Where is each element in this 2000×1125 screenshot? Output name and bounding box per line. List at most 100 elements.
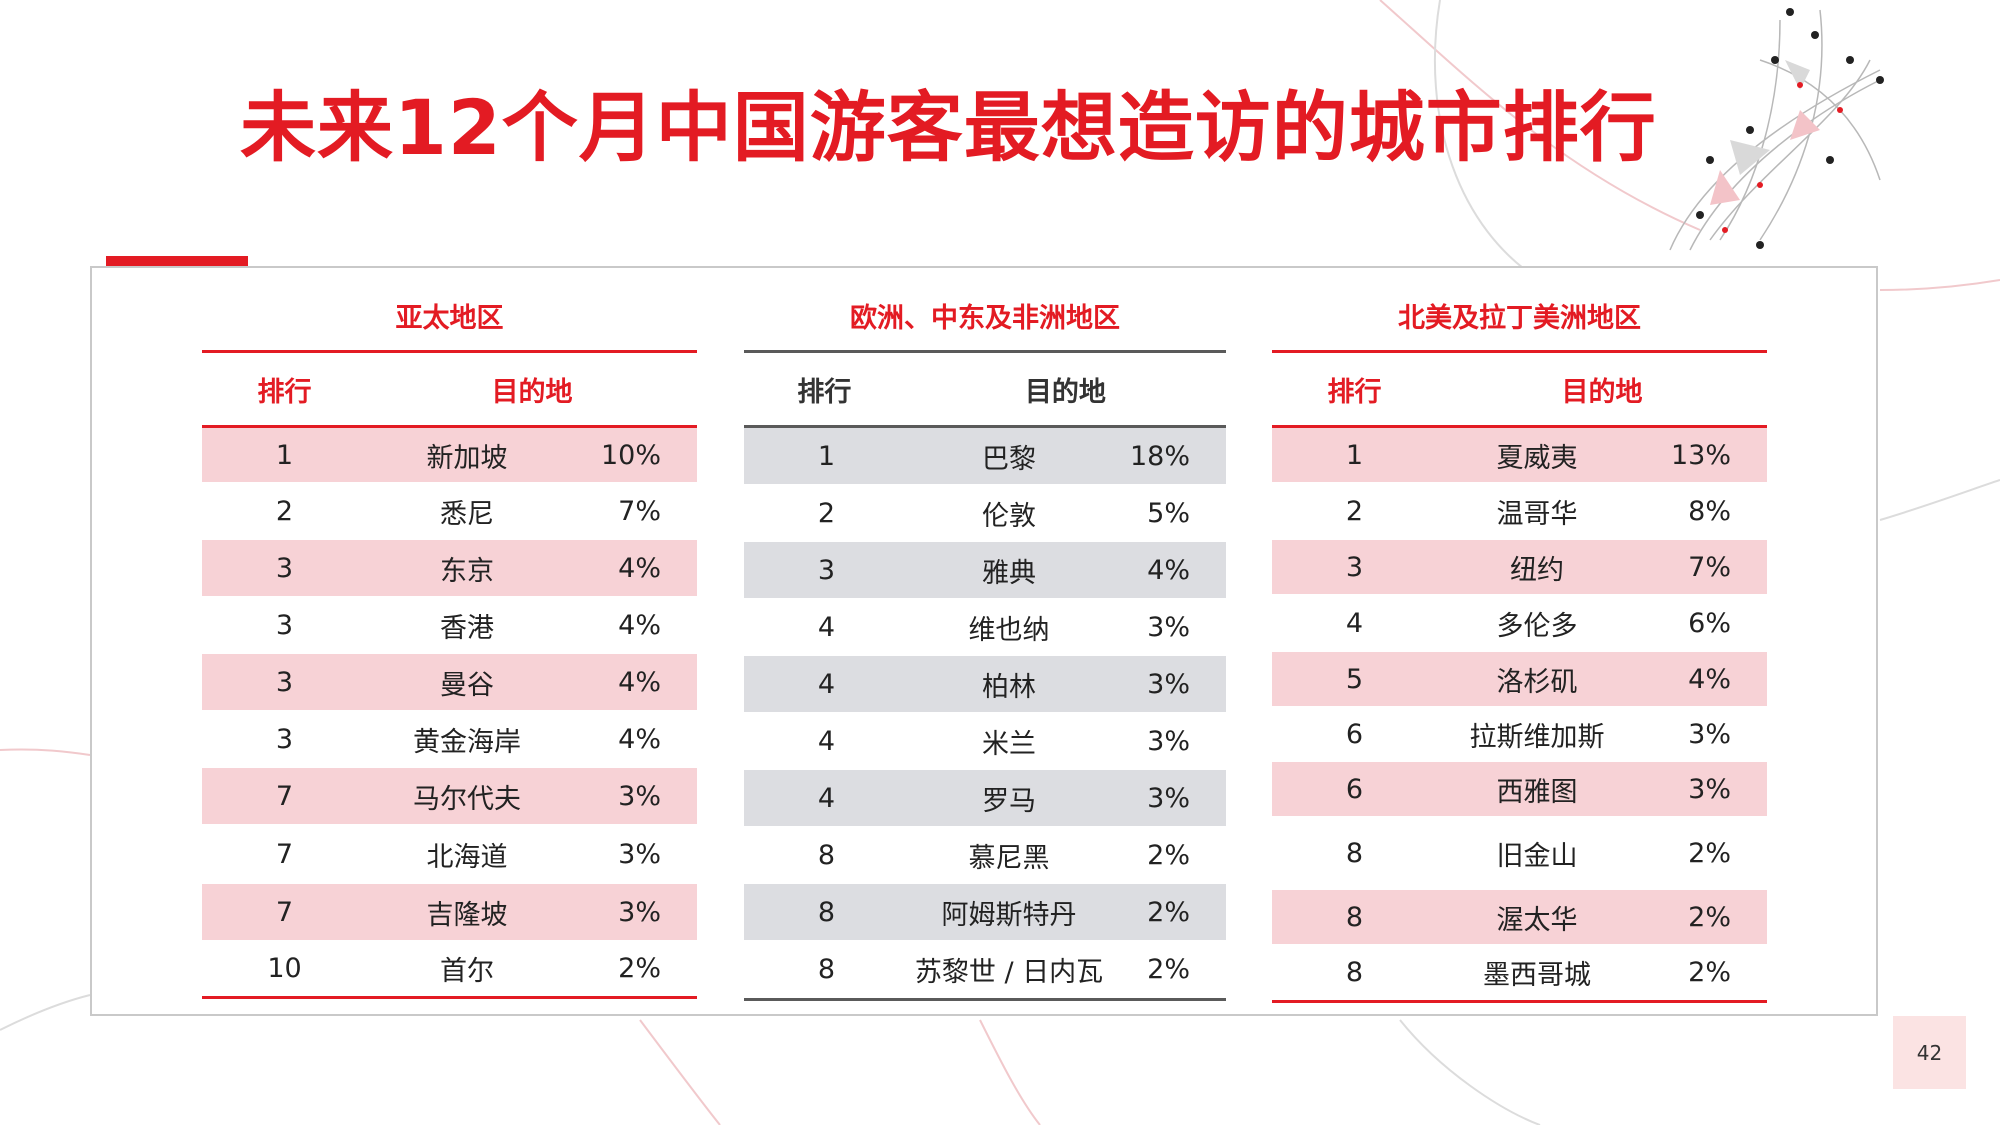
- table-row: 10 首尔 2%: [202, 940, 697, 996]
- rank-cell: 7: [275, 780, 294, 812]
- destination-cell: 曼谷: [440, 669, 494, 701]
- table-row: 6 拉斯维加斯 3%: [1272, 706, 1767, 762]
- destination-cell: 纽约: [1510, 554, 1564, 586]
- percent-cell: 3%: [1147, 611, 1190, 643]
- rank-cell: 8: [1345, 837, 1364, 869]
- rank-cell: 8: [817, 953, 836, 985]
- rank-cell: 3: [275, 723, 294, 755]
- table-row: 7 吉隆坡 3%: [202, 884, 697, 940]
- rank-cell: 3: [817, 554, 836, 586]
- percent-cell: 4%: [618, 609, 661, 641]
- destination-cell: 首尔: [440, 955, 494, 987]
- table-header: 排行 目的地: [744, 353, 1226, 425]
- table-body: 1 巴黎 18% 2 伦敦 5% 3 雅典 4% 4 维也纳 3% 4 柏林 3% 4 米兰 3% 4 罗…: [744, 428, 1226, 998]
- table-row: 2 悉尼 7%: [202, 482, 697, 540]
- divider: [1272, 350, 1767, 353]
- table-row: 3 雅典 4%: [744, 542, 1226, 598]
- rank-cell: 8: [817, 839, 836, 871]
- page-number: 42: [1916, 1040, 1943, 1065]
- rank-header: 排行: [797, 376, 852, 408]
- destination-cell: 拉斯维加斯: [1469, 721, 1605, 753]
- divider: [1272, 425, 1767, 428]
- destination-cell: 北海道: [426, 841, 508, 873]
- table-row: 3 东京 4%: [202, 540, 697, 596]
- rank-cell: 3: [1345, 551, 1364, 583]
- divider: [1272, 1000, 1767, 1003]
- percent-cell: 2%: [1688, 837, 1731, 869]
- percent-cell: 4%: [618, 723, 661, 755]
- table-row: 8 渥太华 2%: [1272, 890, 1767, 944]
- percent-cell: 10%: [600, 439, 661, 471]
- rank-cell: 6: [1345, 718, 1364, 750]
- destination-cell: 马尔代夫: [413, 783, 521, 815]
- table-row: 1 新加坡 10%: [202, 428, 697, 482]
- destination-cell: 黄金海岸: [413, 726, 521, 758]
- table-row: 3 纽约 7%: [1272, 540, 1767, 594]
- destination-cell: 慕尼黑: [968, 842, 1050, 874]
- percent-cell: 3%: [618, 896, 661, 928]
- rank-cell: 1: [817, 440, 836, 472]
- table-row: 4 多伦多 6%: [1272, 594, 1767, 652]
- globe-network-decoration: [1669, 8, 1884, 251]
- rank-cell: 8: [1345, 901, 1364, 933]
- percent-cell: 4%: [1147, 554, 1190, 586]
- divider: [744, 425, 1226, 428]
- destination-cell: 巴黎: [982, 443, 1036, 475]
- rank-cell: 2: [275, 495, 294, 527]
- destination-cell: 雅典: [982, 557, 1036, 589]
- destination-cell: 新加坡: [426, 442, 508, 474]
- region-asia-pacific: 亚太地区 排行 目的地 1 新加坡 10% 2 悉尼 7% 3 东京 4% 3 香港 4% 3 曼…: [202, 288, 697, 999]
- percent-cell: 3%: [618, 780, 661, 812]
- percent-cell: 2%: [1147, 839, 1190, 871]
- region-title: 亚太地区: [395, 303, 504, 334]
- table-row: 8 旧金山 2%: [1272, 816, 1767, 890]
- rank-cell: 10: [267, 952, 302, 984]
- destination-cell: 阿姆斯特丹: [941, 899, 1077, 931]
- percent-cell: 2%: [1688, 956, 1731, 988]
- region-title: 北美及拉丁美洲地区: [1398, 303, 1641, 334]
- rank-cell: 2: [817, 497, 836, 529]
- rank-cell: 2: [1345, 495, 1364, 527]
- percent-cell: 2%: [1147, 896, 1190, 928]
- destination-cell: 温哥华: [1496, 498, 1578, 530]
- table-header: 排行 目的地: [202, 353, 697, 425]
- divider: [744, 350, 1226, 353]
- percent-cell: 4%: [618, 666, 661, 698]
- divider: [202, 996, 697, 999]
- percent-cell: 18%: [1129, 440, 1190, 472]
- destination-cell: 墨西哥城: [1483, 959, 1591, 991]
- percent-cell: 3%: [1688, 773, 1731, 805]
- table-row: 1 夏威夷 13%: [1272, 428, 1767, 482]
- percent-cell: 3%: [1147, 668, 1190, 700]
- destination-cell: 香港: [440, 612, 494, 644]
- percent-cell: 2%: [1688, 901, 1731, 933]
- destination-cell: 夏威夷: [1496, 442, 1578, 474]
- percent-cell: 5%: [1147, 497, 1190, 529]
- ranking-panel: 亚太地区 排行 目的地 1 新加坡 10% 2 悉尼 7% 3 东京 4% 3 香港 4% 3 曼…: [90, 266, 1878, 1016]
- destination-cell: 西雅图: [1496, 776, 1578, 808]
- rank-cell: 1: [1345, 439, 1364, 471]
- rank-cell: 1: [275, 439, 294, 471]
- divider: [744, 998, 1226, 1001]
- percent-cell: 3%: [1147, 782, 1190, 814]
- percent-cell: 13%: [1670, 439, 1731, 471]
- page-number-badge: 42: [1893, 1016, 1966, 1089]
- table-body: 1 新加坡 10% 2 悉尼 7% 3 东京 4% 3 香港 4% 3 曼谷 4% 3 黄金海岸 4% …: [202, 428, 697, 996]
- percent-cell: 4%: [1688, 663, 1731, 695]
- rank-cell: 6: [1345, 773, 1364, 805]
- destination-cell: 旧金山: [1496, 840, 1578, 872]
- rank-cell: 4: [817, 725, 836, 757]
- table-row: 4 柏林 3%: [744, 656, 1226, 712]
- destination-cell: 东京: [440, 555, 494, 587]
- table-row: 6 西雅图 3%: [1272, 762, 1767, 816]
- table-row: 3 曼谷 4%: [202, 654, 697, 710]
- destination-cell: 多伦多: [1496, 610, 1578, 642]
- rank-cell: 5: [1345, 663, 1364, 695]
- rank-cell: 3: [275, 666, 294, 698]
- percent-cell: 2%: [1147, 953, 1190, 985]
- percent-cell: 8%: [1688, 495, 1731, 527]
- destination-cell: 维也纳: [968, 614, 1050, 646]
- destination-header: 目的地: [1561, 376, 1643, 408]
- region-americas: 北美及拉丁美洲地区 排行 目的地 1 夏威夷 13% 2 温哥华 8% 3 纽约 7% 4 多…: [1272, 288, 1767, 1003]
